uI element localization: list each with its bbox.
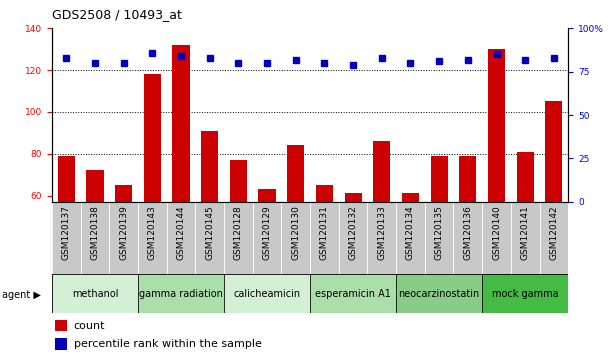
Bar — [453, 202, 482, 274]
Bar — [345, 193, 362, 321]
Bar — [396, 202, 425, 274]
Text: gamma radiation: gamma radiation — [139, 289, 223, 299]
Bar — [287, 145, 304, 321]
Bar — [144, 74, 161, 321]
Bar — [57, 156, 75, 321]
Text: GSM120134: GSM120134 — [406, 205, 415, 260]
Bar — [517, 152, 534, 321]
Bar — [431, 156, 448, 321]
Bar — [459, 156, 477, 321]
Bar — [109, 202, 138, 274]
Bar — [167, 202, 196, 274]
Text: GSM120131: GSM120131 — [320, 205, 329, 260]
Text: calicheamicin: calicheamicin — [233, 289, 301, 299]
Bar — [402, 193, 419, 321]
Bar — [115, 185, 132, 321]
Text: neocarzinostatin: neocarzinostatin — [398, 289, 480, 299]
Text: GSM120139: GSM120139 — [119, 205, 128, 260]
Text: count: count — [73, 321, 105, 331]
Bar — [253, 202, 282, 274]
Text: GSM120141: GSM120141 — [521, 205, 530, 260]
Text: GSM120142: GSM120142 — [549, 205, 558, 260]
Bar — [138, 274, 224, 313]
Bar — [55, 338, 67, 350]
Text: GSM120137: GSM120137 — [62, 205, 71, 260]
Bar — [316, 185, 333, 321]
Text: mock gamma: mock gamma — [492, 289, 558, 299]
Bar — [55, 320, 67, 331]
Text: esperamicin A1: esperamicin A1 — [315, 289, 391, 299]
Bar — [224, 202, 253, 274]
Bar — [373, 141, 390, 321]
Text: GSM120135: GSM120135 — [434, 205, 444, 260]
Bar — [81, 202, 109, 274]
Bar — [545, 102, 563, 321]
Bar — [52, 202, 81, 274]
Bar — [338, 202, 367, 274]
Bar — [86, 170, 104, 321]
Bar — [172, 45, 189, 321]
Text: GSM120138: GSM120138 — [90, 205, 100, 260]
Text: GSM120128: GSM120128 — [234, 205, 243, 260]
Text: GDS2508 / 10493_at: GDS2508 / 10493_at — [52, 8, 182, 21]
Bar — [540, 202, 568, 274]
Bar — [367, 202, 396, 274]
Bar — [396, 274, 482, 313]
Text: GSM120145: GSM120145 — [205, 205, 214, 260]
Bar — [310, 274, 396, 313]
Text: GSM120140: GSM120140 — [492, 205, 501, 260]
Bar — [258, 189, 276, 321]
Text: GSM120144: GSM120144 — [177, 205, 186, 260]
Bar — [511, 202, 540, 274]
Bar — [201, 131, 218, 321]
Text: GSM120129: GSM120129 — [263, 205, 271, 260]
Bar — [230, 160, 247, 321]
Bar — [310, 202, 338, 274]
Bar — [282, 202, 310, 274]
Text: GSM120133: GSM120133 — [377, 205, 386, 260]
Bar — [482, 202, 511, 274]
Bar — [196, 202, 224, 274]
Text: GSM120136: GSM120136 — [463, 205, 472, 260]
Text: GSM120143: GSM120143 — [148, 205, 157, 260]
Bar — [52, 274, 138, 313]
Bar — [138, 202, 167, 274]
Text: GSM120132: GSM120132 — [349, 205, 357, 260]
Text: percentile rank within the sample: percentile rank within the sample — [73, 339, 262, 349]
Bar — [488, 49, 505, 321]
Bar — [224, 274, 310, 313]
Text: GSM120130: GSM120130 — [291, 205, 300, 260]
Text: methanol: methanol — [71, 289, 118, 299]
Text: agent ▶: agent ▶ — [2, 290, 41, 299]
Bar — [482, 274, 568, 313]
Bar — [425, 202, 453, 274]
